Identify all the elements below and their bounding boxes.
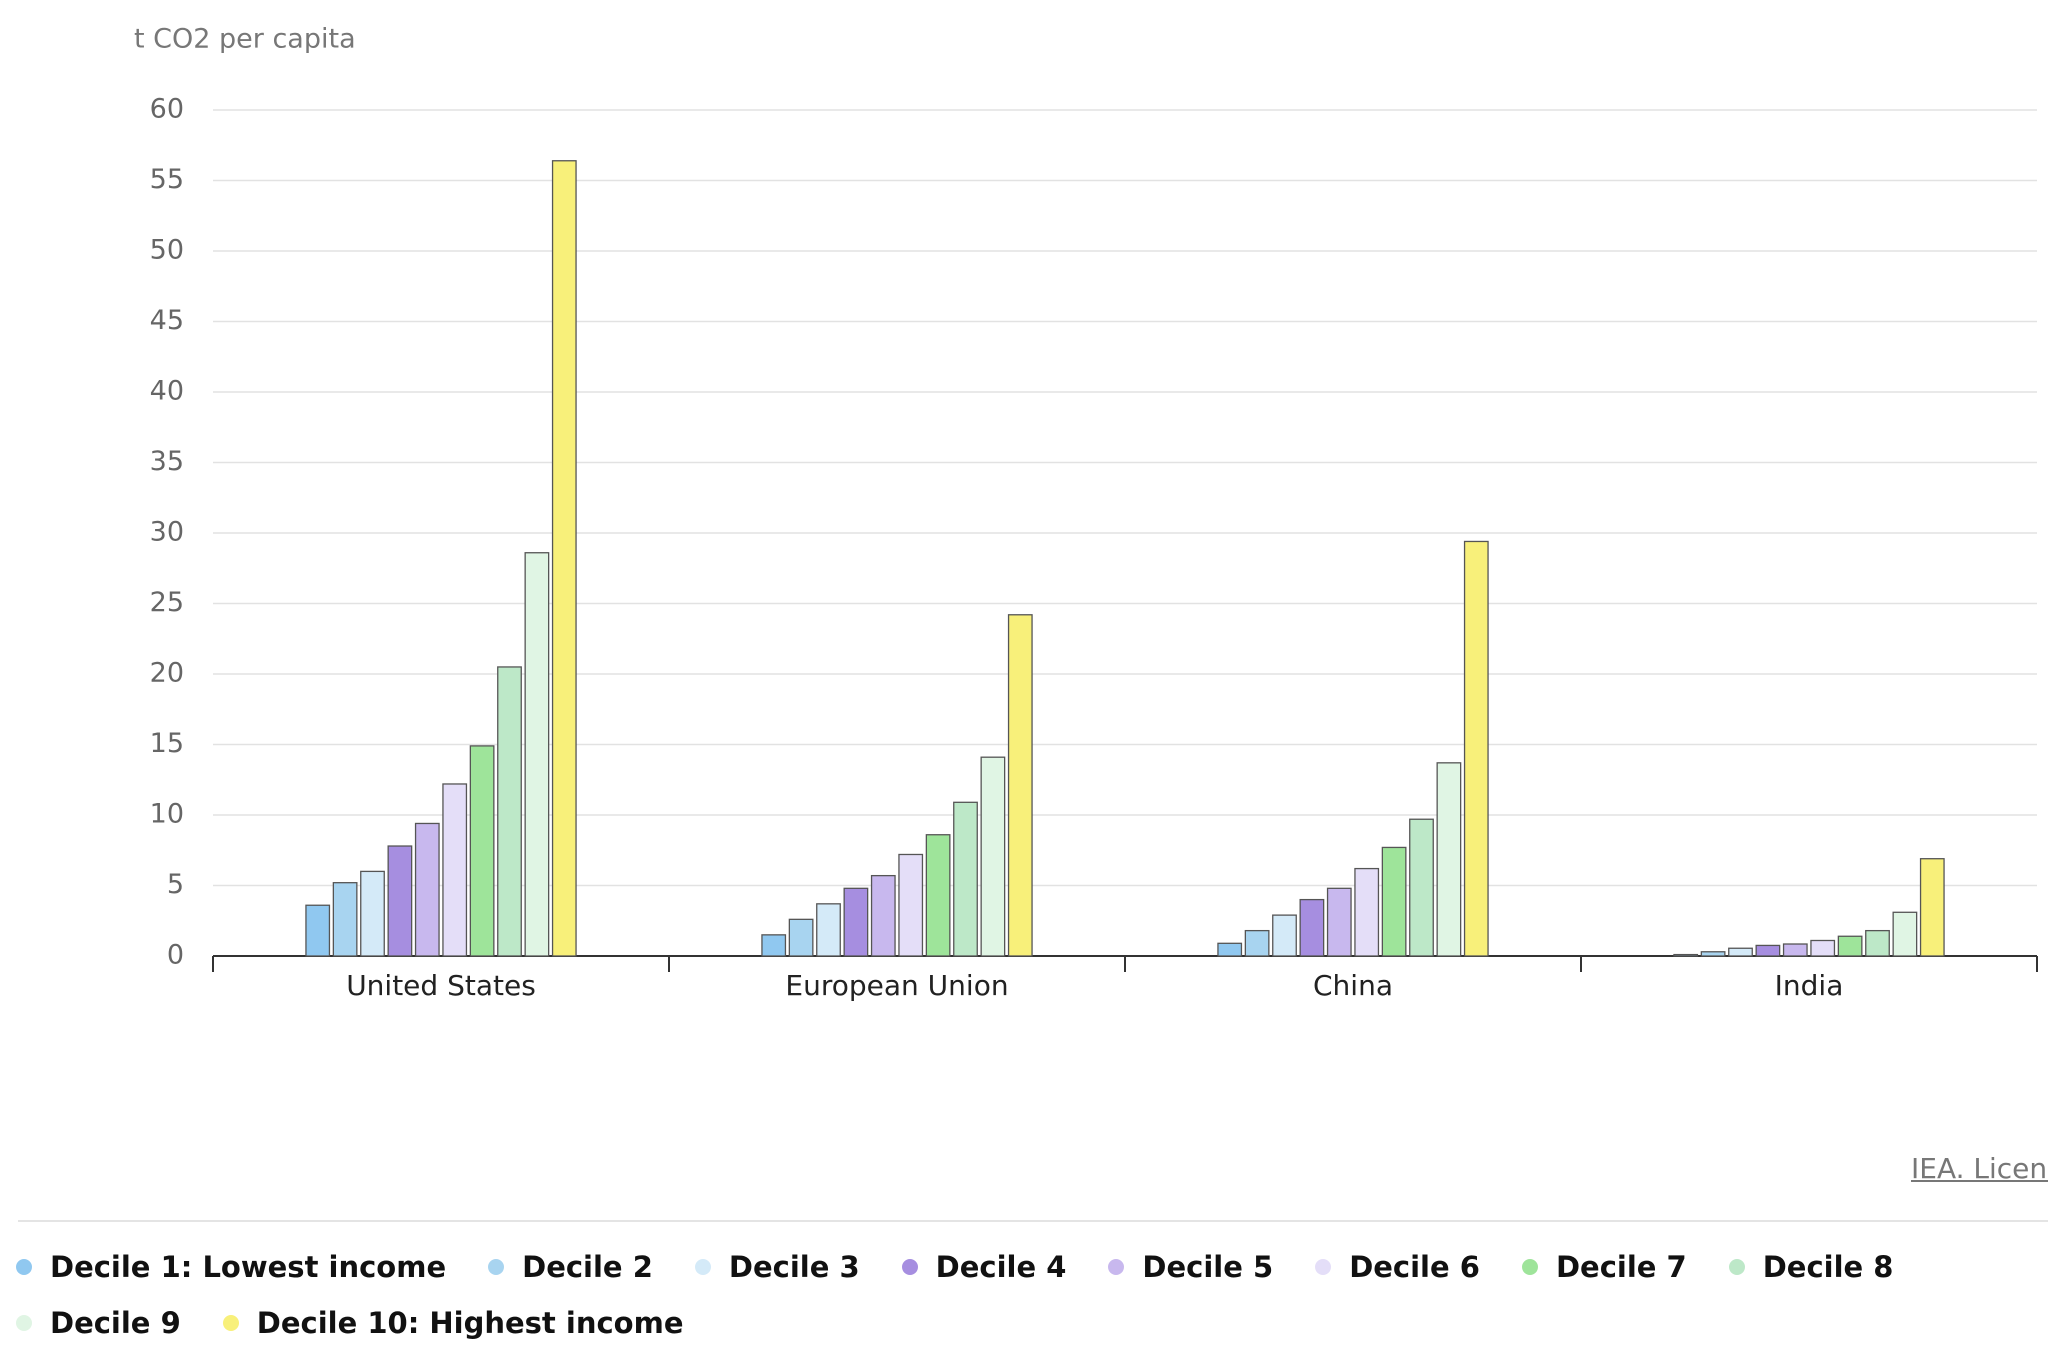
bar (761, 934, 787, 957)
legend-item[interactable]: Decile 4 (901, 1250, 1067, 1284)
bar (1782, 943, 1808, 957)
bar (870, 874, 896, 957)
x-tick-label: India (1775, 969, 1844, 1002)
bar (1673, 953, 1699, 957)
y-tick-label: 0 (167, 940, 184, 971)
bar (1007, 614, 1033, 957)
bar (1299, 898, 1325, 957)
bar (898, 853, 924, 957)
bar (442, 783, 468, 957)
legend-item[interactable]: Decile 1: Lowest income (16, 1250, 446, 1284)
legend-label: Decile 6 (1349, 1250, 1480, 1284)
bar (1354, 867, 1380, 957)
bar (1810, 939, 1836, 957)
legend-marker (1521, 1259, 1538, 1275)
legend-item[interactable]: Decile 8 (1728, 1250, 1894, 1284)
y-tick-label: 45 (150, 305, 184, 336)
bar (953, 801, 978, 957)
legend-marker (1728, 1259, 1745, 1275)
bar (1755, 944, 1781, 957)
bar (524, 552, 550, 957)
bar (1919, 858, 1945, 957)
y-tick-label: 10 (150, 799, 184, 830)
legend-item[interactable]: Decile 5 (1108, 1250, 1273, 1284)
bar (1892, 911, 1918, 957)
source[interactable]: IEA. Licence: CC BY 4.0 (1911, 1152, 2048, 1185)
bar (816, 903, 841, 957)
legend-label: Decile 8 (1762, 1250, 1894, 1284)
bar (1436, 762, 1462, 957)
bar (469, 745, 495, 957)
bar (360, 870, 385, 957)
bar (387, 845, 413, 957)
legend-item[interactable]: Decile 2 (488, 1250, 653, 1284)
y-tick-label: 15 (150, 728, 184, 759)
legend-divider (18, 1220, 2048, 1222)
bar (1463, 540, 1489, 957)
legend-label: Decile 1: Lowest income (50, 1250, 447, 1284)
bar (788, 918, 814, 957)
bar (980, 756, 1006, 957)
legend-marker (16, 1259, 32, 1275)
bar (1272, 914, 1297, 957)
legend-label: Decile 9 (50, 1306, 181, 1340)
y-tick-label: 20 (150, 658, 184, 689)
y-tick-label: 55 (150, 164, 184, 195)
legend-item[interactable]: Decile 9 (16, 1306, 181, 1340)
bar (497, 666, 522, 957)
bar (925, 834, 951, 957)
bar (305, 904, 331, 957)
x-tick-label: European Union (785, 969, 1008, 1002)
legend-marker (1315, 1259, 1332, 1275)
bar (1409, 818, 1434, 957)
legend-label: Decile 7 (1555, 1250, 1687, 1284)
bar (1326, 887, 1352, 957)
bar (1700, 951, 1726, 957)
legend-label: Decile 4 (935, 1250, 1067, 1284)
bar (332, 882, 358, 957)
bar (414, 822, 440, 957)
y-tick-label: 35 (150, 446, 184, 477)
legend-marker (488, 1259, 505, 1275)
legend: Decile 1: Lowest income Decile 2 Decile 3 D… (16, 1250, 1916, 1340)
y-tick-label: 60 (150, 94, 184, 125)
bar (551, 160, 577, 957)
bar (843, 887, 869, 957)
bar (1381, 846, 1407, 957)
x-tick-label: United States (346, 969, 536, 1002)
y-axis-label: t CO2 per capita (134, 24, 356, 55)
legend-label: Decile 3 (728, 1250, 860, 1284)
y-tick-label: 25 (150, 587, 184, 618)
legend-label: Decile 10: Highest income (256, 1306, 684, 1340)
legend-label: Decile 5 (1142, 1250, 1274, 1284)
bar (1728, 947, 1753, 957)
y-tick-label: 40 (150, 376, 184, 407)
y-tick-label: 50 (150, 235, 184, 266)
bar (1244, 929, 1270, 957)
legend-marker (1108, 1259, 1125, 1275)
legend-item[interactable]: Decile 3 (694, 1250, 860, 1284)
legend-marker (694, 1259, 711, 1275)
bar (1217, 942, 1243, 957)
legend-label: Decile 2 (522, 1250, 653, 1284)
bar (1837, 935, 1863, 957)
legend-marker (901, 1259, 918, 1275)
bar (1865, 929, 1890, 957)
legend-marker (16, 1315, 32, 1331)
legend-marker (222, 1315, 239, 1331)
chart: t CO2 per capita 0 5 10 15 20 25 30 35 40 45 50 55 6… (134, 24, 2038, 1002)
legend-item[interactable]: Decile 7 (1521, 1250, 1687, 1284)
legend-item[interactable]: Decile 10: Highest income (222, 1306, 684, 1340)
y-tick-label: 5 (167, 869, 184, 900)
legend-item[interactable]: Decile 6 (1315, 1250, 1480, 1284)
x-tick-label: China (1313, 969, 1393, 1002)
y-tick-label: 30 (150, 517, 184, 548)
